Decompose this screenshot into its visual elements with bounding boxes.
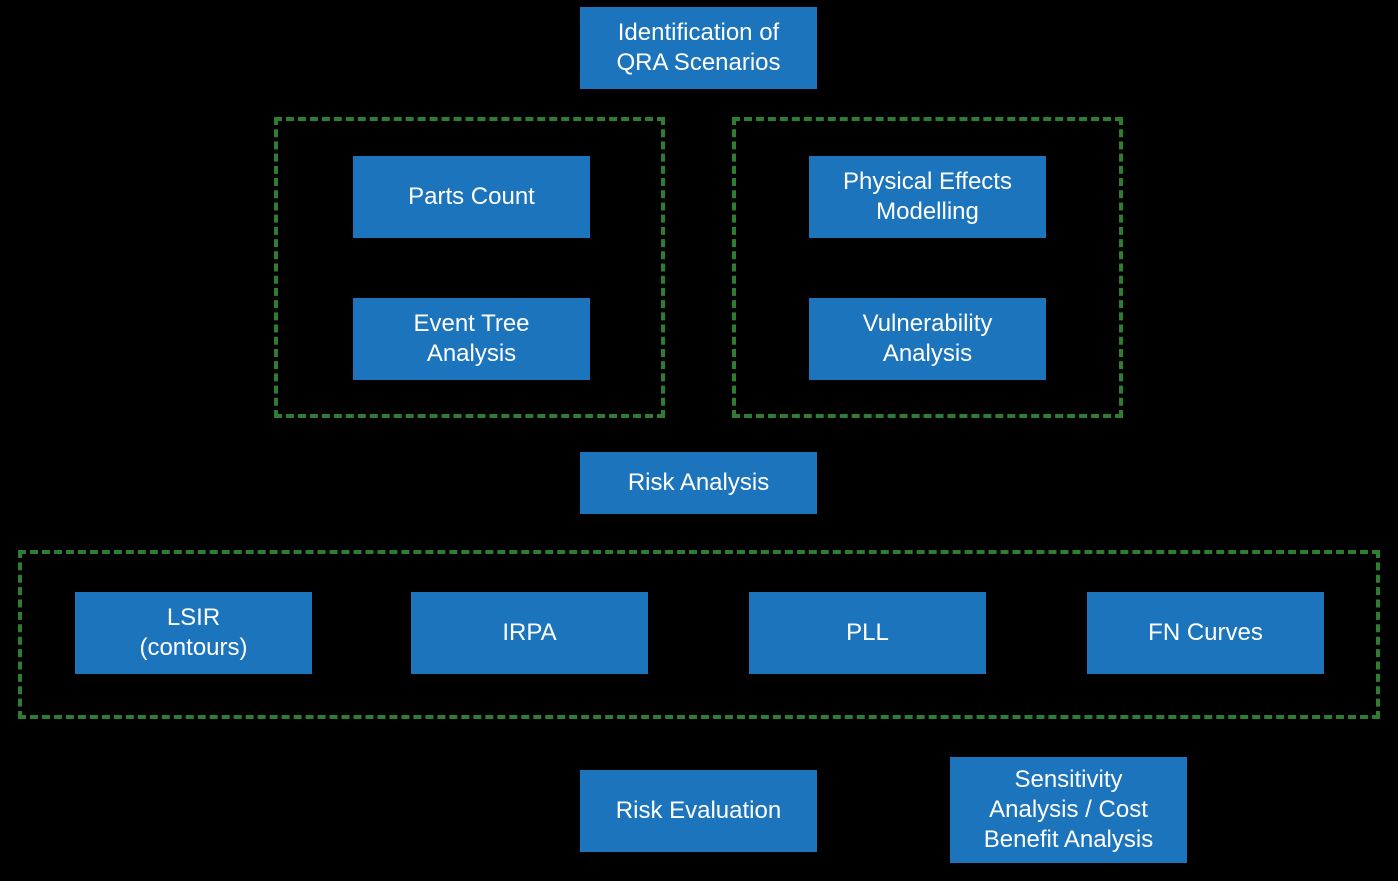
node-label: Risk Analysis <box>628 468 769 498</box>
node-fn-curves: FN Curves <box>1087 592 1324 674</box>
node-physical-effects-modelling: Physical EffectsModelling <box>809 156 1046 238</box>
node-label: FN Curves <box>1148 618 1263 648</box>
node-sensitivity-analysis-cost-benefit-analysis: SensitivityAnalysis / CostBenefit Analys… <box>950 757 1187 863</box>
node-event-tree-analysis: Event TreeAnalysis <box>353 298 590 380</box>
node-label: Event TreeAnalysis <box>413 309 529 369</box>
node-identification-of-qra-scenarios: Identification ofQRA Scenarios <box>580 7 817 89</box>
node-label: LSIR(contours) <box>139 603 247 663</box>
node-lsir-contours: LSIR(contours) <box>75 592 312 674</box>
node-label: Parts Count <box>408 182 535 212</box>
node-risk-evaluation: Risk Evaluation <box>580 770 817 852</box>
node-label: Risk Evaluation <box>616 796 781 826</box>
node-irpa: IRPA <box>411 592 648 674</box>
node-label: PLL <box>846 618 889 648</box>
node-vulnerability-analysis: VulnerabilityAnalysis <box>809 298 1046 380</box>
node-label: Physical EffectsModelling <box>843 167 1012 227</box>
node-label: IRPA <box>502 618 556 648</box>
node-label: VulnerabilityAnalysis <box>863 309 993 369</box>
node-risk-analysis: Risk Analysis <box>580 452 817 514</box>
diagram-canvas: Identification ofQRA Scenarios Parts Coun… <box>0 0 1398 881</box>
node-label: SensitivityAnalysis / CostBenefit Analys… <box>984 765 1153 855</box>
node-parts-count: Parts Count <box>353 156 590 238</box>
node-pll: PLL <box>749 592 986 674</box>
node-label: Identification ofQRA Scenarios <box>616 18 780 78</box>
